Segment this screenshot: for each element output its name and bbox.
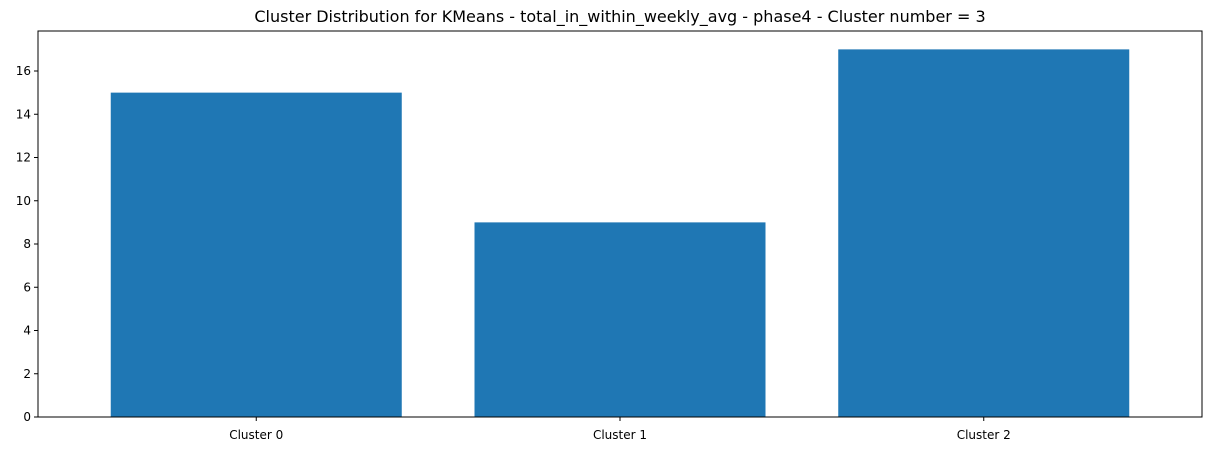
plot-frame [37, 30, 1203, 418]
y-tick-label: 2 [23, 367, 31, 381]
bar-cluster-1 [474, 222, 766, 417]
bar-cluster-0 [110, 92, 402, 417]
y-tick-label: 10 [16, 194, 31, 208]
y-tick-label: 14 [16, 107, 31, 121]
y-tick-label: 12 [16, 151, 31, 165]
y-axis: 0 2 4 6 8 10 12 14 16 [16, 64, 38, 424]
bar-cluster-2 [838, 49, 1130, 417]
chart-title: Cluster Distribution for KMeans - total_… [254, 7, 985, 27]
y-tick-label: 8 [23, 237, 31, 251]
y-tick-label: 16 [16, 64, 31, 78]
x-axis: Cluster 0 Cluster 1 Cluster 2 [229, 417, 1011, 442]
x-tick-label: Cluster 2 [957, 428, 1011, 442]
bars-group [110, 49, 1130, 417]
y-tick-label: 6 [23, 280, 31, 294]
x-tick-label: Cluster 0 [229, 428, 283, 442]
y-tick-label: 4 [23, 324, 31, 338]
x-tick-label: Cluster 1 [593, 428, 647, 442]
y-tick-label: 0 [23, 410, 31, 424]
